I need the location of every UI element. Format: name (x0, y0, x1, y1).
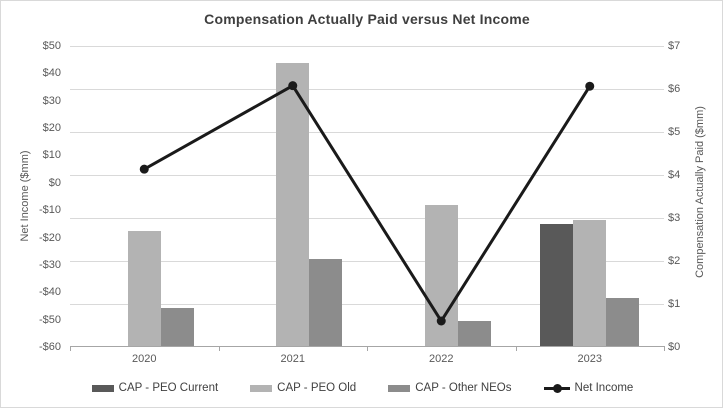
gridline (70, 89, 664, 90)
right-axis-tick-label: $6 (668, 83, 681, 95)
gridline (70, 261, 664, 262)
right-axis-tick-label: $2 (668, 255, 681, 267)
bar-cap-other-neos-2023 (606, 297, 640, 347)
left-axis-tick-label: $50 (42, 40, 61, 52)
net-income-point-2022 (436, 316, 446, 326)
left-axis-tick-label: -$60 (38, 341, 61, 353)
left-axis-tick-label: -$20 (38, 231, 61, 244)
x-axis-label-2022: 2022 (429, 353, 454, 365)
plot-area (70, 46, 664, 347)
gridline (70, 132, 664, 133)
bar-cap-other-neos-2021 (309, 258, 343, 347)
net-income-line-layer (139, 81, 595, 326)
x-axis-tick-mark (218, 347, 220, 351)
gridline (70, 175, 664, 176)
bar-cap-peo-old-2023 (573, 220, 607, 347)
left-axis-tick-label: $0 (48, 176, 61, 189)
right-axis-tick-label: $5 (668, 126, 681, 138)
x-axis-tick-mark (70, 347, 71, 351)
chart-title: Compensation Actually Paid versus Net In… (204, 11, 530, 27)
left-axis-title: Net Income ($mm) (19, 150, 31, 242)
net-income-point-2021 (288, 81, 298, 91)
legend-item-cap-peo-old: CAP - PEO Old (250, 382, 356, 394)
left-axis-tick-label: -$50 (38, 313, 61, 326)
legend-swatch-icon (91, 384, 114, 392)
legend-swatch-icon (250, 384, 273, 392)
bar-cap-other-neos-2022 (457, 321, 491, 347)
net-income-point-2020 (139, 164, 149, 174)
net-income-line (143, 83, 592, 324)
left-axis-tick-label: -$30 (38, 258, 61, 271)
x-axis-tick-mark (367, 347, 368, 351)
left-axis-tick-label: $40 (42, 67, 61, 80)
right-axis-tick-label: $7 (668, 40, 681, 52)
left-axis-tick-label: $20 (42, 122, 61, 135)
legend-label: Net Income (574, 382, 634, 394)
left-axis-tick-label: -$40 (38, 286, 61, 299)
chart-legend: CAP - PEO Current CAP - PEO Old CAP - Othe… (1, 382, 722, 394)
x-axis-label-2021: 2021 (280, 353, 305, 365)
x-axis-line (70, 346, 665, 347)
legend-line-dot (552, 383, 562, 393)
legend-line-marker-icon (543, 383, 570, 393)
legend-label: CAP - Other NEOs (415, 382, 512, 394)
net-income-point-2023 (585, 81, 595, 91)
right-axis-tick-label: $3 (668, 212, 681, 224)
legend-item-cap-peo-current: CAP - PEO Current (91, 382, 219, 394)
legend-label: CAP - PEO Current (118, 382, 219, 394)
bar-cap-peo-old-2020 (127, 230, 161, 347)
right-axis-tick-label: $1 (668, 298, 681, 310)
bar-cap-peo-old-2021 (276, 63, 310, 347)
legend-item-cap-other-neos: CAP - Other NEOs (388, 382, 512, 394)
left-axis-tick-label: $30 (42, 94, 61, 107)
gridline (70, 304, 664, 305)
left-axis-tick-label: $10 (42, 149, 61, 162)
bar-cap-peo-current-2023 (540, 224, 574, 347)
gridline (70, 218, 664, 219)
legend-swatch-icon (388, 384, 411, 392)
right-axis-tick-label: $4 (668, 169, 681, 181)
x-axis-label-2020: 2020 (132, 353, 157, 365)
legend-label: CAP - PEO Old (277, 382, 357, 394)
bar-cap-other-neos-2020 (160, 308, 194, 347)
legend-item-net-income: Net Income (543, 382, 634, 394)
x-axis-tick-mark (664, 347, 665, 351)
gridline (70, 46, 664, 47)
x-axis-label-2023: 2023 (577, 353, 602, 365)
right-axis-title: Compensation Actually Paid ($mm) (694, 106, 706, 278)
x-axis-tick-mark (515, 347, 517, 351)
left-axis-tick-label: -$10 (38, 204, 61, 217)
right-axis-tick-label: $0 (668, 341, 681, 353)
